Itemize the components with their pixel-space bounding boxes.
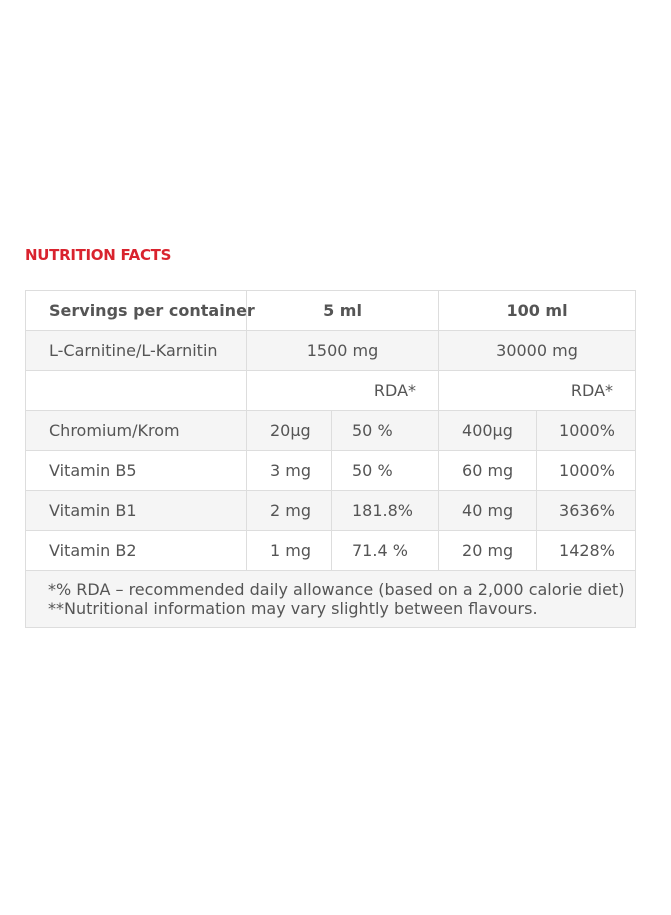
rda-100ml: 1000% [536,410,637,451]
empty-cell [25,370,247,411]
carnitine-value-100ml: 30000 mg [438,330,637,371]
nutrient-label: Chromium/Krom [25,410,247,451]
carnitine-label: L-Carnitine/L-Karnitin [25,330,247,371]
rda-100ml: 1428% [536,530,637,571]
rda-5ml: 71.4 % [330,530,440,571]
table-header-row: Servings per container 5 ml 100 ml [25,290,637,331]
serving-5ml-header: 5 ml [245,290,440,331]
table-row: L-Carnitine/L-Karnitin 1500 mg 30000 mg [25,330,637,371]
rda-5ml: 50 % [330,410,440,451]
amount-100ml: 40 mg [438,490,538,531]
amount-100ml: 20 mg [438,530,538,571]
rda-5ml: 181.8% [330,490,440,531]
table-row: Chromium/Krom 20µg 50 % 400µg 1000% [25,410,637,451]
table-row: Vitamin B2 1 mg 71.4 % 20 mg 1428% [25,530,637,571]
amount-100ml: 60 mg [438,450,538,491]
footnote-row: *% RDA – recommended daily allowance (ba… [24,570,637,628]
rda-header-row: RDA* RDA* [25,370,637,411]
amount-100ml: 400µg [438,410,538,451]
amount-5ml: 2 mg [246,490,332,531]
table-row: Vitamin B1 2 mg 181.8% 40 mg 3636% [25,490,637,531]
footnotes: *% RDA – recommended daily allowance (ba… [24,570,637,628]
nutrient-label: Vitamin B5 [25,450,247,491]
amount-5ml: 3 mg [246,450,332,491]
footnote-rda: *% RDA – recommended daily allowance (ba… [48,580,625,599]
nutrition-table: Servings per container 5 ml 100 ml L-Car… [24,290,637,628]
rda-100ml: 1000% [536,450,637,491]
amount-5ml: 1 mg [246,530,332,571]
amount-5ml: 20µg [246,410,332,451]
nutrient-label: Vitamin B1 [25,490,247,531]
page-title: NUTRITION FACTS [25,246,172,264]
table-row: Vitamin B5 3 mg 50 % 60 mg 1000% [25,450,637,491]
footnote-flavours: **Nutritional information may vary sligh… [48,599,538,618]
carnitine-value-5ml: 1500 mg [245,330,440,371]
rda-100ml: 3636% [536,490,637,531]
serving-100ml-header: 100 ml [438,290,637,331]
rda-header-100ml: RDA* [438,370,637,411]
rda-5ml: 50 % [330,450,440,491]
nutrient-label: Vitamin B2 [25,530,247,571]
servings-header-label: Servings per container [25,290,255,331]
rda-header-5ml: RDA* [245,370,440,411]
